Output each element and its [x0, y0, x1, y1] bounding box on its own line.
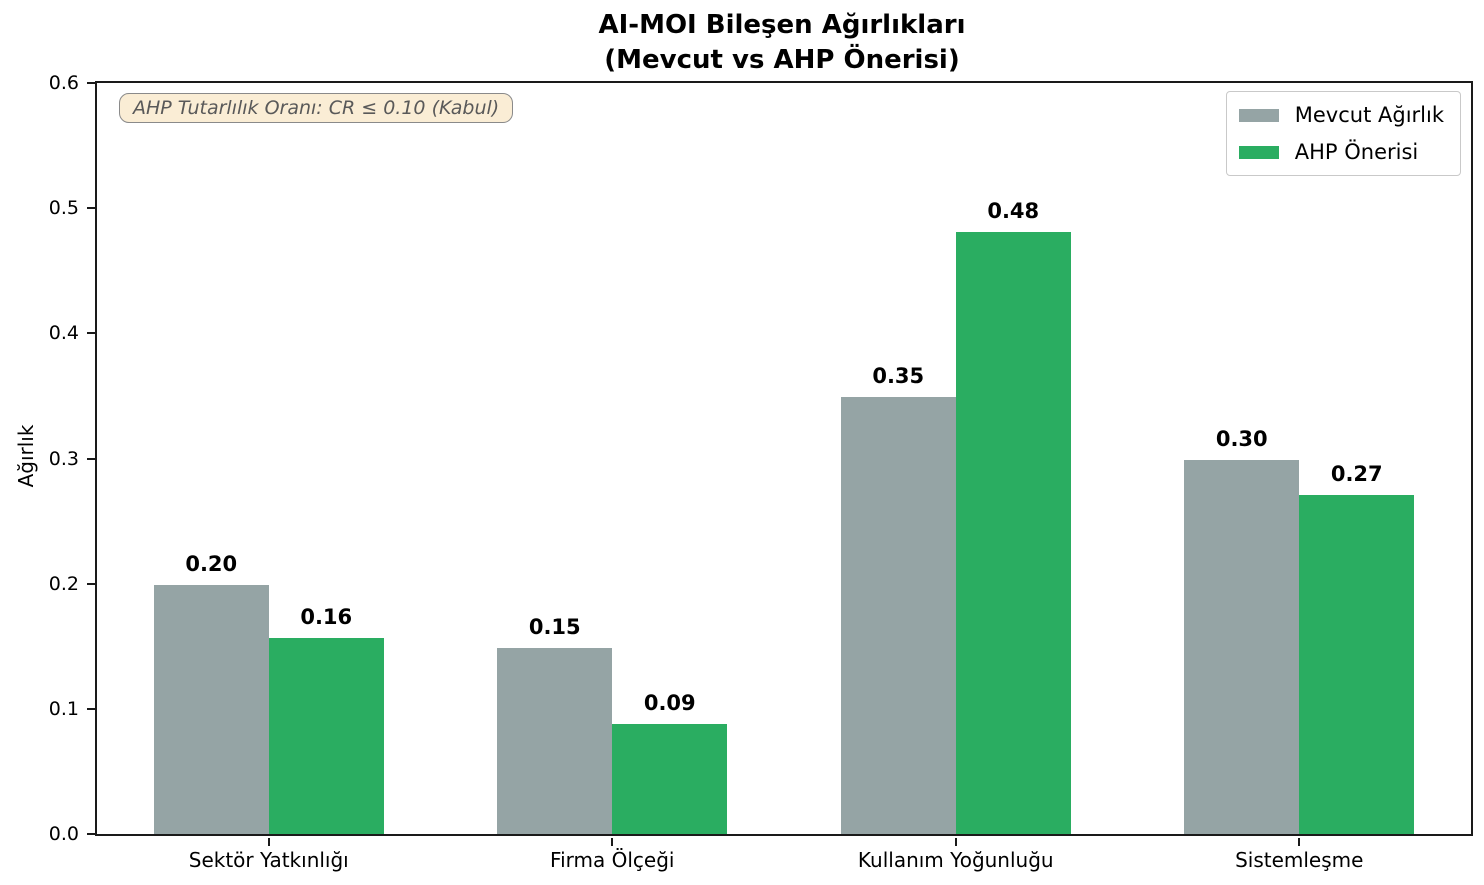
chart-title-line-2: (Mevcut vs AHP Önerisi): [604, 45, 960, 75]
bar-ahp-4: [1299, 494, 1415, 834]
category-label-4: Sistemleşme: [1235, 848, 1364, 872]
x-tick-mark-4: [1298, 838, 1301, 846]
y-tick-label-0.0: 0.0: [48, 823, 79, 845]
legend: Mevcut Ağırlık AHP Önerisi: [1225, 91, 1461, 176]
y-tick-mark-0.4: [87, 332, 95, 335]
y-tick-mark-0.2: [87, 582, 95, 585]
y-tick-label-0.6: 0.6: [48, 72, 79, 94]
legend-label-mevcut-agirlik: Mevcut Ağırlık: [1294, 103, 1444, 127]
bar-ahp-2: [612, 723, 728, 834]
chart-title: AI-MOI Bileşen Ağırlıkları (Mevcut vs AH…: [95, 8, 1469, 78]
y-tick-mark-0.5: [87, 207, 95, 210]
y-tick-label-0.5: 0.5: [48, 197, 79, 220]
bar-value-label-mevcut-3: 0.35: [872, 364, 925, 389]
bar-value-label-ahp-2: 0.09: [643, 690, 696, 715]
bar-ahp-3: [955, 231, 1071, 834]
plot-area: AHP Tutarlılık Oranı: CR ≤ 0.10 (Kabul) …: [49, 72, 1473, 872]
legend-swatch-mevcut-agirlik: [1238, 108, 1279, 122]
y-tick-mark-0.1: [87, 707, 95, 710]
y-tick-label-0.1: 0.1: [48, 697, 79, 720]
bar-value-label-ahp-4: 0.27: [1330, 461, 1383, 486]
x-tick-mark-2: [611, 838, 614, 846]
x-tick-mark-1: [267, 838, 270, 846]
y-tick-mark-0.0: [87, 833, 95, 835]
y-tick-label-0.3: 0.3: [48, 447, 79, 470]
legend-swatch-ahp-onerisi: [1238, 145, 1279, 159]
y-tick-label-0.2: 0.2: [48, 572, 79, 595]
y-tick-mark-0.6: [87, 82, 95, 84]
category-label-1: Sektör Yatkınlığı: [188, 848, 349, 872]
bar-value-label-mevcut-2: 0.15: [528, 614, 581, 639]
category-label-2: Firma Ölçeği: [550, 848, 675, 872]
annotation-box: AHP Tutarlılık Oranı: CR ≤ 0.10 (Kabul): [119, 93, 514, 123]
bar-value-label-mevcut-1: 0.20: [185, 551, 238, 576]
bar-value-label-mevcut-4: 0.30: [1215, 426, 1268, 451]
y-tick-label-0.4: 0.4: [48, 322, 79, 345]
bar-mevcut-3: [840, 397, 956, 834]
bar-mevcut-1: [153, 584, 269, 834]
bar-mevcut-2: [497, 647, 613, 834]
bar-mevcut-4: [1184, 459, 1300, 834]
legend-entry-mevcut: Mevcut Ağırlık: [1238, 103, 1444, 127]
x-tick-mark-3: [954, 838, 957, 846]
y-tick-mark-0.3: [87, 457, 95, 460]
bar-value-label-ahp-1: 0.16: [300, 604, 353, 629]
legend-entry-ahp: AHP Önerisi: [1238, 140, 1444, 164]
bar-ahp-1: [268, 637, 384, 834]
bar-value-label-ahp-3: 0.48: [987, 198, 1040, 223]
category-label-3: Kullanım Yoğunluğu: [857, 848, 1054, 872]
chart-title-line-1: AI-MOI Bileşen Ağırlıkları: [598, 10, 966, 40]
legend-label-ahp-onerisi: AHP Önerisi: [1294, 140, 1419, 164]
